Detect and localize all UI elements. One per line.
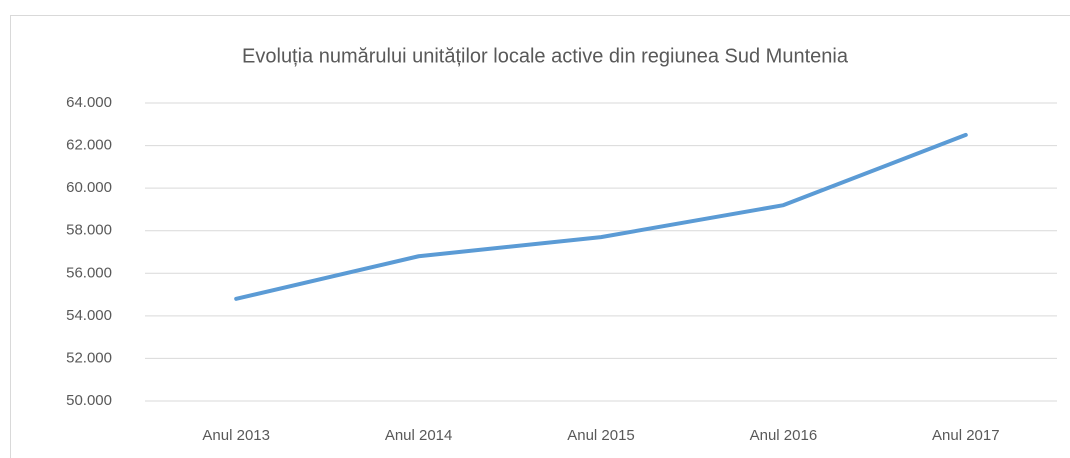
y-tick-label: 54.000: [66, 307, 112, 324]
chart-frame: [10, 15, 1070, 458]
x-tick-label: Anul 2015: [567, 427, 635, 444]
y-tick-label: 60.000: [66, 179, 112, 196]
y-tick-label: 62.000: [66, 137, 112, 154]
y-tick-label: 52.000: [66, 349, 112, 366]
x-tick-label: Anul 2017: [932, 427, 1000, 444]
x-tick-label: Anul 2013: [202, 427, 270, 444]
x-tick-label: Anul 2014: [385, 427, 453, 444]
x-tick-label: Anul 2016: [750, 427, 818, 444]
y-tick-label: 64.000: [66, 94, 112, 111]
y-tick-label: 56.000: [66, 264, 112, 281]
data-line: [234, 132, 968, 301]
chart-title: Evoluția numărului unităților locale act…: [242, 45, 849, 67]
y-tick-label: 50.000: [66, 392, 112, 409]
y-tick-label: 58.000: [66, 222, 112, 239]
